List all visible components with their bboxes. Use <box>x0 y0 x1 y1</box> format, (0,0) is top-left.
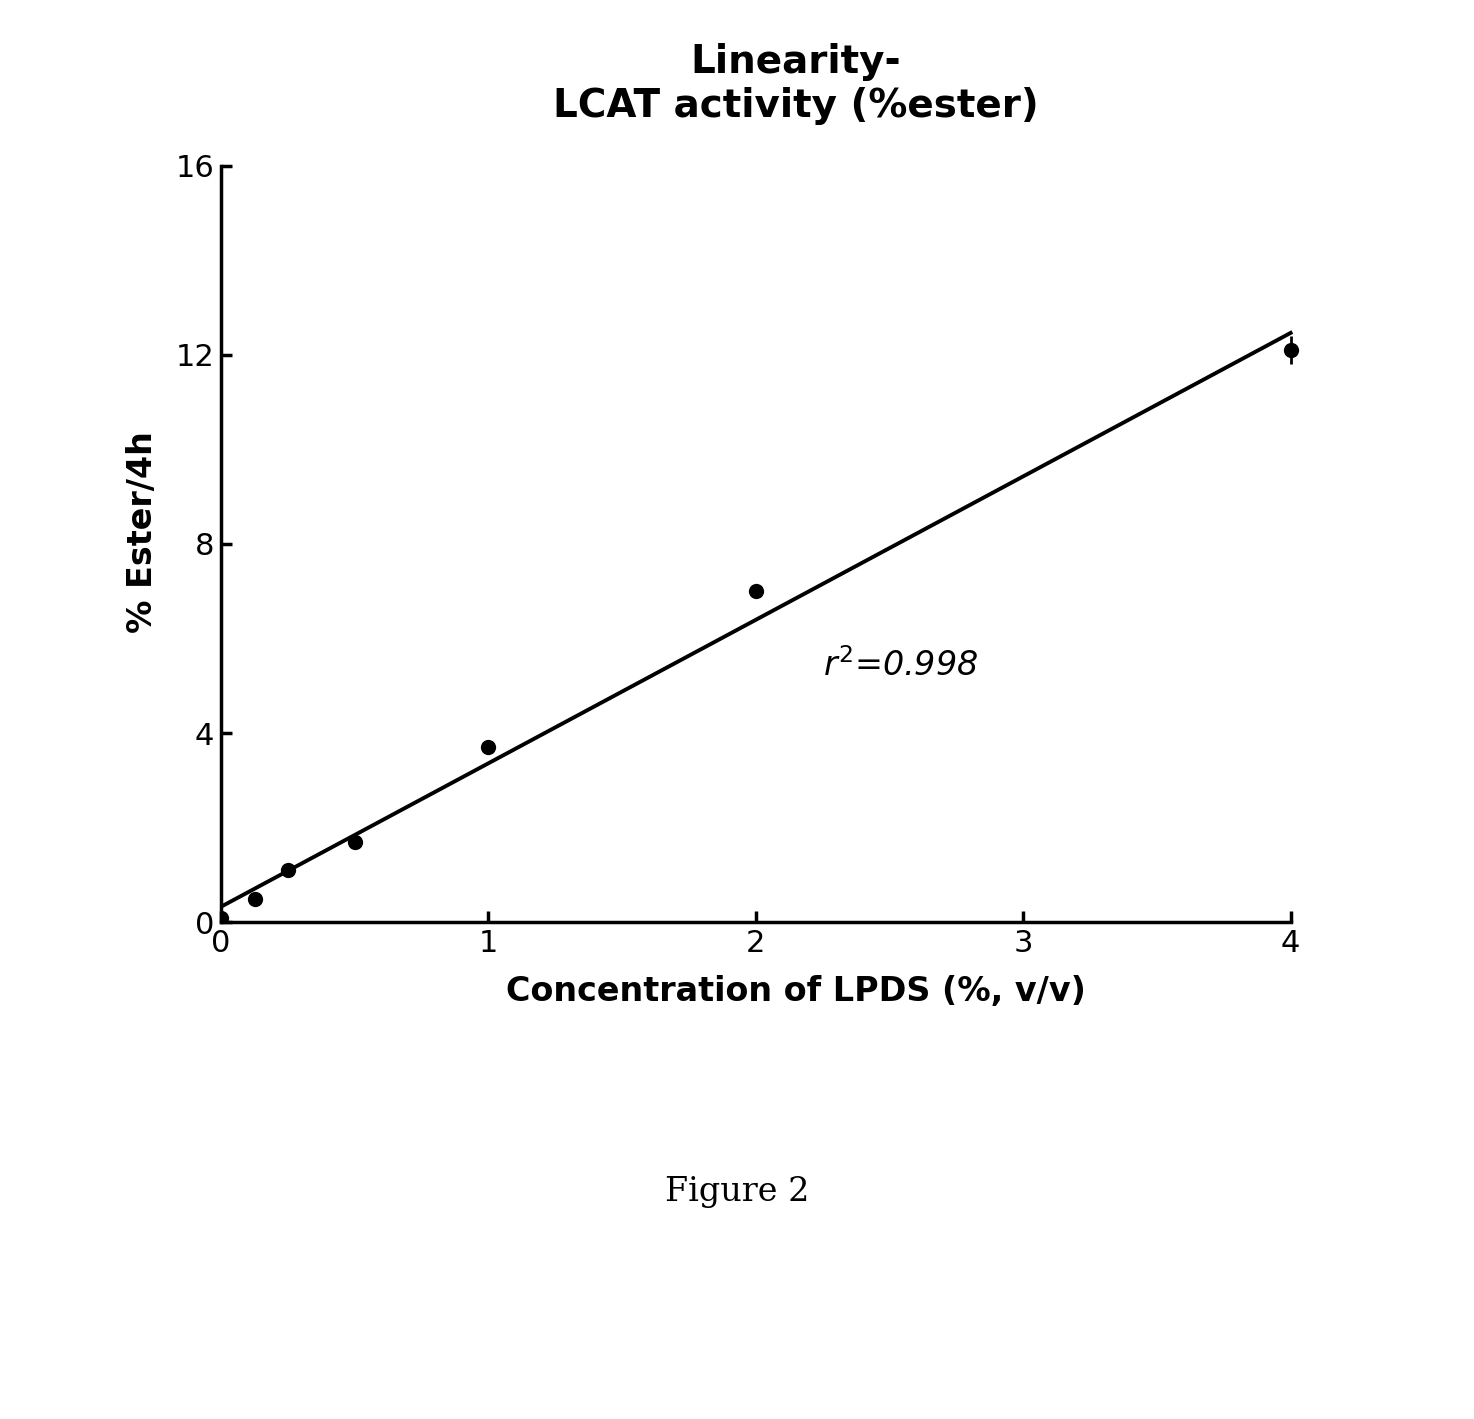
Title: Linearity-
LCAT activity (%ester): Linearity- LCAT activity (%ester) <box>553 43 1039 125</box>
Text: $r^2$=0.998: $r^2$=0.998 <box>822 648 977 684</box>
X-axis label: Concentration of LPDS (%, v/v): Concentration of LPDS (%, v/v) <box>506 975 1086 1007</box>
Text: Figure 2: Figure 2 <box>665 1176 809 1208</box>
Y-axis label: % Ester/4h: % Ester/4h <box>125 431 159 633</box>
